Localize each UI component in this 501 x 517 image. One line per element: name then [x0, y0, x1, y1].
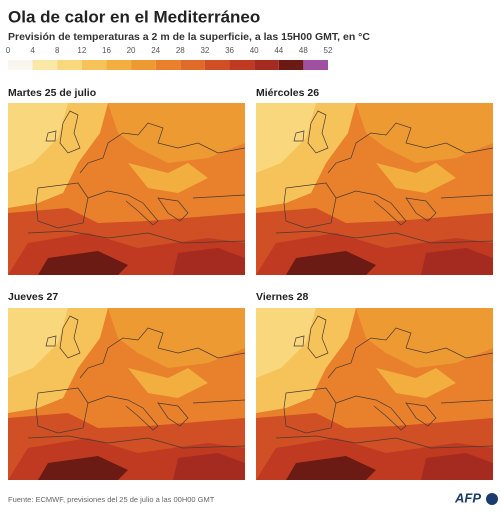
- legend-swatch: [106, 60, 132, 70]
- source: Fuente: ECMWF, previsiones del 25 de jul…: [8, 495, 215, 504]
- panel: Martes 25 de julio: [8, 87, 245, 275]
- legend-tick-label: 32: [200, 46, 209, 55]
- panel: Jueves 27: [8, 291, 245, 480]
- legend-tick-label: 44: [274, 46, 283, 55]
- title: Ola de calor en el Mediterráneo: [8, 7, 260, 26]
- legend-tick-label: 24: [151, 46, 160, 55]
- legend-swatch: [254, 60, 279, 70]
- legend-swatch: [229, 60, 255, 70]
- legend-tick-label: 0: [6, 46, 11, 55]
- legend-swatch: [278, 60, 304, 70]
- logo-mark: [486, 493, 498, 505]
- legend-tick-label: 4: [30, 46, 35, 55]
- legend-tick-label: 16: [102, 46, 111, 55]
- legend-swatch: [131, 60, 156, 70]
- legend-tick-label: 8: [55, 46, 60, 55]
- legend-tick-label: 36: [225, 46, 234, 55]
- logo: AFP: [454, 490, 481, 505]
- map: [256, 308, 493, 480]
- legend-swatch: [155, 60, 181, 70]
- panel: Viernes 28: [256, 291, 493, 480]
- legend-swatch: [32, 60, 58, 70]
- legend-swatch: [8, 60, 33, 70]
- legend-tick-label: 52: [324, 46, 333, 55]
- legend-swatch: [180, 60, 205, 70]
- legend-swatch: [81, 60, 107, 70]
- legend-tick-label: 48: [299, 46, 308, 55]
- map: [8, 103, 245, 275]
- legend-tick-label: 28: [176, 46, 185, 55]
- legend-swatch: [303, 60, 328, 70]
- panel-label: Jueves 27: [8, 291, 58, 303]
- legend-tick-label: 12: [77, 46, 86, 55]
- panel: Miércoles 26: [256, 87, 493, 275]
- map: [8, 308, 245, 480]
- map: [256, 103, 493, 275]
- legend-tick-label: 20: [127, 46, 136, 55]
- panel-label: Miércoles 26: [256, 87, 319, 99]
- legend-swatch: [57, 60, 82, 70]
- legend-tick-label: 40: [250, 46, 259, 55]
- panel-label: Martes 25 de julio: [8, 87, 96, 99]
- subtitle: Previsión de temperaturas a 2 m de la su…: [8, 31, 370, 43]
- legend: 0 4 8 12 16 20 24 28 32 36 40 44 48 52: [6, 46, 333, 70]
- panel-label: Viernes 28: [256, 291, 309, 303]
- legend-swatch: [204, 60, 230, 70]
